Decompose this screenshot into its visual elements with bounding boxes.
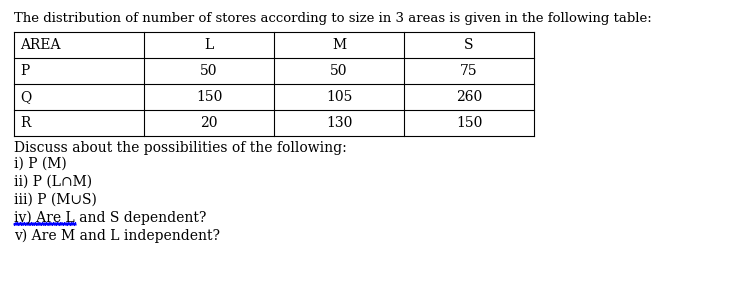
Text: AREA: AREA [20, 38, 61, 52]
Text: M: M [332, 38, 346, 52]
Text: 20: 20 [200, 116, 218, 130]
Text: iv) Are L and S dependent?: iv) Are L and S dependent? [14, 211, 206, 225]
Text: The distribution of number of stores according to size in 3 areas is given in th: The distribution of number of stores acc… [14, 12, 652, 25]
Text: ii) P (L∩M): ii) P (L∩M) [14, 175, 92, 189]
Text: Q: Q [20, 90, 31, 104]
Text: 260: 260 [456, 90, 482, 104]
Text: 50: 50 [200, 64, 218, 78]
Text: 105: 105 [326, 90, 352, 104]
Text: R: R [20, 116, 31, 130]
Text: i) P (M): i) P (M) [14, 157, 67, 171]
Text: Discuss about the possibilities of the following:: Discuss about the possibilities of the f… [14, 141, 346, 155]
Text: P: P [20, 64, 29, 78]
Text: S: S [464, 38, 474, 52]
Text: iii) P (M∪S): iii) P (M∪S) [14, 193, 97, 207]
Text: 75: 75 [461, 64, 478, 78]
Text: v) Are M and L independent?: v) Are M and L independent? [14, 229, 220, 243]
Text: 130: 130 [326, 116, 352, 130]
Text: 50: 50 [330, 64, 348, 78]
Text: 150: 150 [456, 116, 482, 130]
Text: 150: 150 [196, 90, 222, 104]
Text: L: L [205, 38, 213, 52]
